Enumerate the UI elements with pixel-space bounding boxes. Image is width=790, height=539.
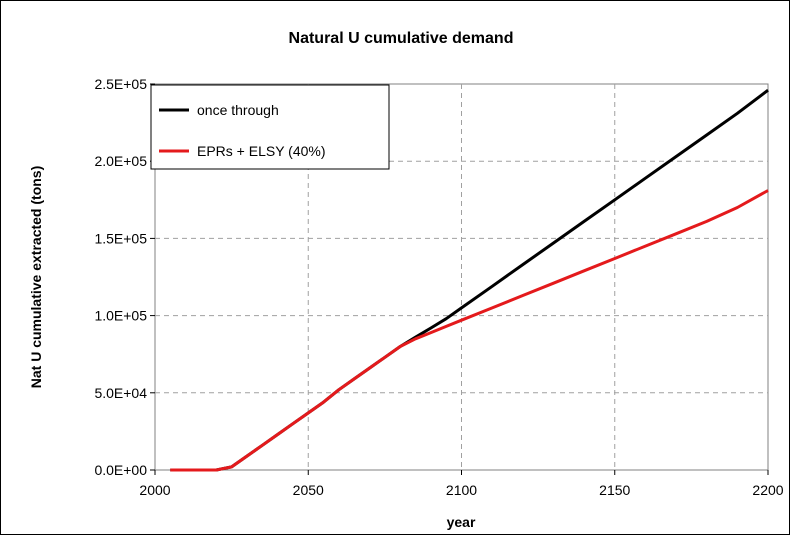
- legend-box: [150, 84, 390, 170]
- legend-label-once-through: once through: [197, 102, 279, 118]
- legend-label-eprs-elsy: EPRs + ELSY (40%): [197, 143, 326, 159]
- x-tick-label: 2000: [139, 482, 170, 498]
- y-tick-label: 0.0E+00: [94, 462, 147, 478]
- chart-title: Natural U cumulative demand: [289, 30, 514, 47]
- legend: once through EPRs + ELSY (40%): [150, 84, 390, 170]
- series-line-eprs-elsy: [170, 189, 769, 472]
- y-tick-label: 5.0E+04: [94, 385, 147, 401]
- series-lines: [170, 89, 769, 472]
- x-axis-label: year: [447, 514, 476, 530]
- y-tick-label: 1.5E+05: [94, 230, 147, 246]
- x-tick-label: 2100: [446, 482, 477, 498]
- y-tick-label: 2.0E+05: [94, 153, 147, 169]
- axis-ticks: 2000 2050 2100 2150 2200 0.0E+00 5.0E+04 1.0E+0…: [94, 76, 783, 498]
- y-axis-label: Nat U cumulative extracted (tons): [28, 166, 44, 389]
- x-tick-label: 2150: [599, 482, 630, 498]
- x-tick-label: 2200: [752, 482, 783, 498]
- y-tick-label: 1.0E+05: [94, 308, 147, 324]
- y-tick-label: 2.5E+05: [94, 76, 147, 92]
- x-tick-label: 2050: [293, 482, 324, 498]
